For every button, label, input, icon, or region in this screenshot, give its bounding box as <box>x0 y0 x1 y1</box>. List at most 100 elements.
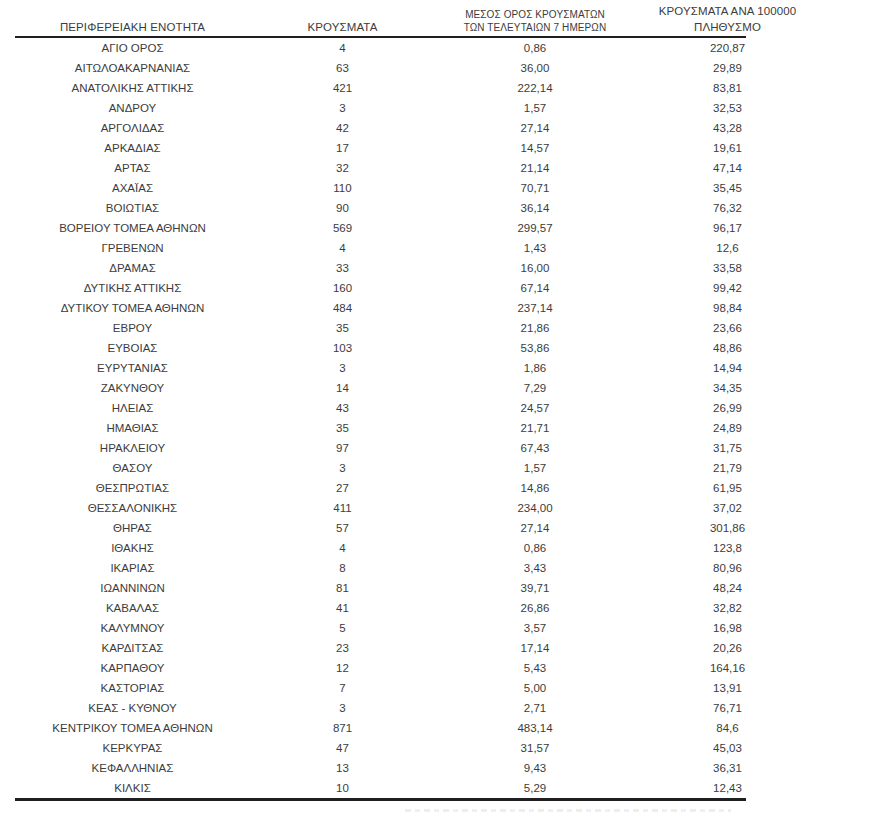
cell-cases: 47 <box>250 738 435 758</box>
cell-region: ΘΕΣΣΑΛΟΝΙΚΗΣ <box>15 498 250 518</box>
cell-region: ΑΧΑΪΑΣ <box>15 178 250 198</box>
cell-cases: 23 <box>250 638 435 658</box>
col-header-cases: ΚΡΟΥΣΜΑΤΑ <box>250 21 435 34</box>
cell-avg7: 1,43 <box>435 238 635 258</box>
cell-per100k: 14,94 <box>635 358 820 378</box>
cell-region: ΚΑΛΥΜΝΟΥ <box>15 618 250 638</box>
table-row: ΚΕΑΣ - ΚΥΘΝΟΥ 3 2,71 76,71 <box>15 698 820 718</box>
cell-per100k: 220,87 <box>635 38 820 58</box>
cell-per100k: 16,98 <box>635 618 820 638</box>
cell-region: ΑΡΤΑΣ <box>15 158 250 178</box>
cell-per100k: 19,61 <box>635 138 820 158</box>
cell-region: ΕΥΒΟΙΑΣ <box>15 338 250 358</box>
cell-region: ΑΓΙΟ ΟΡΟΣ <box>15 38 250 58</box>
cell-cases: 4 <box>250 238 435 258</box>
cell-per100k: 61,95 <box>635 478 820 498</box>
table-row: ΑΙΤΩΛΟΑΚΑΡΝΑΝΙΑΣ 63 36,00 29,89 <box>15 58 820 78</box>
cell-region: ΚΑΒΑΛΑΣ <box>15 598 250 618</box>
cell-avg7: 16,00 <box>435 258 635 278</box>
cell-cases: 4 <box>250 38 435 58</box>
col-header-avg7-line1: ΜΕΣΟΣ ΟΡΟΣ ΚΡΟΥΣΜΑΤΩΝ <box>435 9 635 22</box>
cell-per100k: 12,43 <box>635 778 820 798</box>
cell-avg7: 14,86 <box>435 478 635 498</box>
cell-cases: 3 <box>250 358 435 378</box>
table-row: ΗΛΕΙΑΣ 43 24,57 26,99 <box>15 398 820 418</box>
cell-per100k: 76,32 <box>635 198 820 218</box>
table-row: ΑΧΑΪΑΣ 110 70,71 35,45 <box>15 178 820 198</box>
table-row: ΚΑΡΔΙΤΣΑΣ 23 17,14 20,26 <box>15 638 820 658</box>
cell-avg7: 2,71 <box>435 698 635 718</box>
cell-cases: 5 <box>250 618 435 638</box>
cell-per100k: 29,89 <box>635 58 820 78</box>
table-row: ΚΑΡΠΑΘΟΥ 12 5,43 164,16 <box>15 658 820 678</box>
table-row: ΒΟΙΩΤΙΑΣ 90 36,14 76,32 <box>15 198 820 218</box>
cell-region: ΙΘΑΚΗΣ <box>15 538 250 558</box>
col-header-region: ΠΕΡΙΦΕΡΕΙΑΚΗ ΕΝΟΤΗΤΑ <box>15 21 250 34</box>
cell-per100k: 26,99 <box>635 398 820 418</box>
table-row: ΚΕΦΑΛΛΗΝΙΑΣ 13 9,43 36,31 <box>15 758 820 778</box>
cell-avg7: 1,86 <box>435 358 635 378</box>
cell-per100k: 123,8 <box>635 538 820 558</box>
cell-region: ΚΕΦΑΛΛΗΝΙΑΣ <box>15 758 250 778</box>
cell-avg7: 70,71 <box>435 178 635 198</box>
cell-avg7: 3,43 <box>435 558 635 578</box>
cell-region: ΑΝΔΡΟΥ <box>15 98 250 118</box>
cell-region: ΚΑΡΔΙΤΣΑΣ <box>15 638 250 658</box>
cell-region: ΗΛΕΙΑΣ <box>15 398 250 418</box>
table-row: ΚΙΛΚΙΣ 10 5,29 12,43 <box>15 778 820 798</box>
table-row: ΚΑΛΥΜΝΟΥ 5 3,57 16,98 <box>15 618 820 638</box>
cell-cases: 160 <box>250 278 435 298</box>
cell-region: ΔΡΑΜΑΣ <box>15 258 250 278</box>
cell-region: ΓΡΕΒΕΝΩΝ <box>15 238 250 258</box>
cell-per100k: 83,81 <box>635 78 820 98</box>
table-body: ΑΓΙΟ ΟΡΟΣ 4 0,86 220,87 ΑΙΤΩΛΟΑΚΑΡΝΑΝΙΑΣ… <box>15 38 820 798</box>
cell-cases: 569 <box>250 218 435 238</box>
cell-cases: 7 <box>250 678 435 698</box>
table-row: ΑΡΓΟΛΙΔΑΣ 42 27,14 43,28 <box>15 118 820 138</box>
cell-region: ΑΡΓΟΛΙΔΑΣ <box>15 118 250 138</box>
cell-cases: 3 <box>250 458 435 478</box>
cell-per100k: 21,79 <box>635 458 820 478</box>
cell-cases: 411 <box>250 498 435 518</box>
cell-avg7: 14,57 <box>435 138 635 158</box>
cell-per100k: 47,14 <box>635 158 820 178</box>
cell-cases: 3 <box>250 698 435 718</box>
table-row: ΒΟΡΕΙΟΥ ΤΟΜΕΑ ΑΘΗΝΩΝ 569 299,57 96,17 <box>15 218 820 238</box>
cell-avg7: 36,14 <box>435 198 635 218</box>
cell-avg7: 36,00 <box>435 58 635 78</box>
cell-cases: 4 <box>250 538 435 558</box>
cell-cases: 42 <box>250 118 435 138</box>
cell-region: ΒΟΙΩΤΙΑΣ <box>15 198 250 218</box>
cell-per100k: 96,17 <box>635 218 820 238</box>
cell-per100k: 45,03 <box>635 738 820 758</box>
cell-avg7: 39,71 <box>435 578 635 598</box>
cell-per100k: 34,35 <box>635 378 820 398</box>
table-row: ΑΝΔΡΟΥ 3 1,57 32,53 <box>15 98 820 118</box>
cell-cases: 32 <box>250 158 435 178</box>
cell-cases: 35 <box>250 318 435 338</box>
cell-avg7: 483,14 <box>435 718 635 738</box>
table-row: ΑΝΑΤΟΛΙΚΗΣ ΑΤΤΙΚΗΣ 421 222,14 83,81 <box>15 78 820 98</box>
cell-avg7: 53,86 <box>435 338 635 358</box>
cell-avg7: 67,43 <box>435 438 635 458</box>
cell-region: ΚΕΑΣ - ΚΥΘΝΟΥ <box>15 698 250 718</box>
cell-per100k: 33,58 <box>635 258 820 278</box>
cell-region: ΔΥΤΙΚΗΣ ΑΤΤΙΚΗΣ <box>15 278 250 298</box>
table-row: ΘΕΣΣΑΛΟΝΙΚΗΣ 411 234,00 37,02 <box>15 498 820 518</box>
cell-avg7: 0,86 <box>435 538 635 558</box>
cell-region: ΑΡΚΑΔΙΑΣ <box>15 138 250 158</box>
table-row: ΕΥΡΥΤΑΝΙΑΣ 3 1,86 14,94 <box>15 358 820 378</box>
cell-avg7: 3,57 <box>435 618 635 638</box>
cell-cases: 871 <box>250 718 435 738</box>
cell-avg7: 21,14 <box>435 158 635 178</box>
col-header-avg7: ΜΕΣΟΣ ΟΡΟΣ ΚΡΟΥΣΜΑΤΩΝ ΤΩΝ ΤΕΛΕΥΤΑΙΩΝ 7 Η… <box>435 9 635 34</box>
cell-cases: 484 <box>250 298 435 318</box>
cell-avg7: 17,14 <box>435 638 635 658</box>
cell-per100k: 98,84 <box>635 298 820 318</box>
cell-region: ΔΥΤΙΚΟΥ ΤΟΜΕΑ ΑΘΗΝΩΝ <box>15 298 250 318</box>
col-header-avg7-line2: ΤΩΝ ΤΕΛΕΥΤΑΙΩΝ 7 ΗΜΕΡΩΝ <box>435 22 635 35</box>
cell-per100k: 31,75 <box>635 438 820 458</box>
cell-avg7: 27,14 <box>435 118 635 138</box>
cell-avg7: 24,57 <box>435 398 635 418</box>
cell-cases: 14 <box>250 378 435 398</box>
